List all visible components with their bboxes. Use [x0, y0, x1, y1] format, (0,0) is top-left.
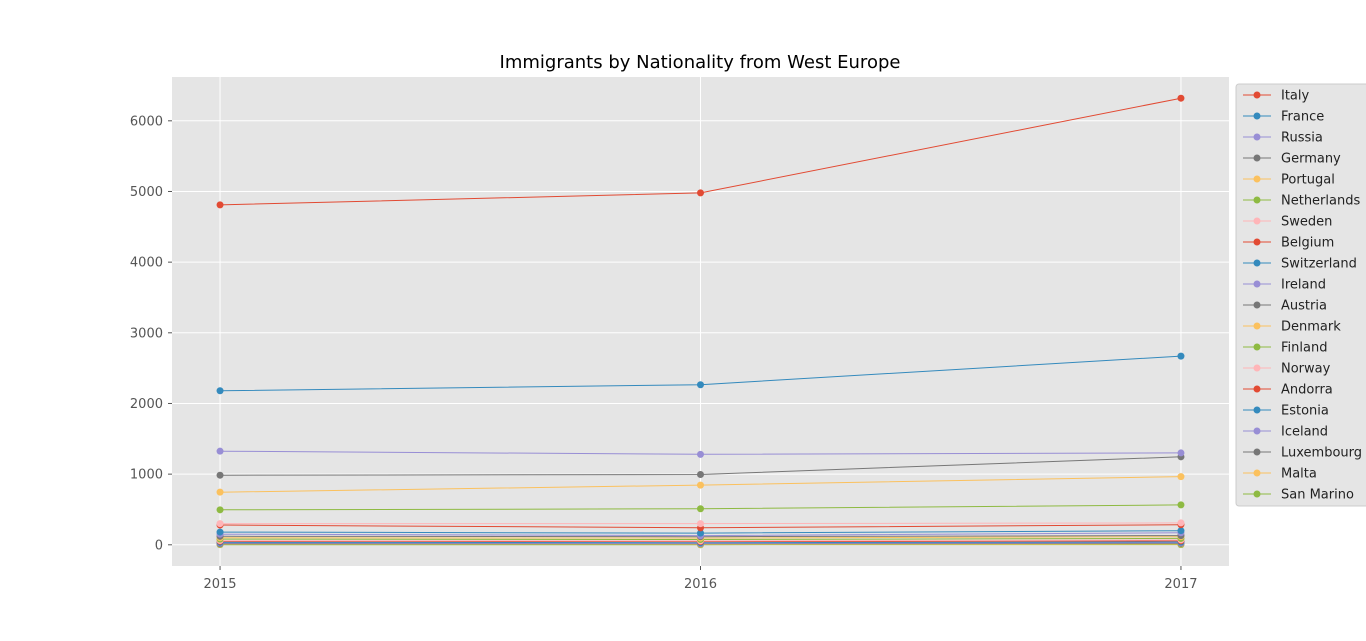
legend-marker: [1254, 218, 1261, 225]
data-point: [217, 201, 224, 208]
x-tick-label: 2017: [1164, 577, 1197, 592]
data-point: [697, 471, 704, 478]
data-point: [1177, 501, 1184, 508]
data-point: [697, 482, 704, 489]
legend: Italy France Russia Germany Portugal Netherla…: [1236, 84, 1366, 506]
data-point: [1177, 519, 1184, 526]
y-tick-label: 5000: [130, 185, 163, 200]
legend-marker: [1254, 113, 1261, 120]
legend-label: Andorra: [1281, 383, 1333, 398]
legend-marker: [1254, 365, 1261, 372]
legend-label: Ireland: [1281, 278, 1326, 293]
data-point: [1177, 95, 1184, 102]
data-point: [697, 381, 704, 388]
data-point: [217, 489, 224, 496]
legend-label: Luxembourg: [1281, 446, 1362, 461]
data-point: [1177, 527, 1184, 534]
legend-marker: [1254, 176, 1261, 183]
legend-label: Belgium: [1281, 236, 1334, 251]
legend-label: Switzerland: [1281, 257, 1357, 272]
legend-marker: [1254, 134, 1261, 141]
y-tick-label: 6000: [130, 114, 163, 129]
y-tick-label: 0: [155, 538, 163, 553]
legend-marker: [1254, 323, 1261, 330]
legend-label: Finland: [1281, 341, 1327, 356]
x-tick-label: 2016: [684, 577, 717, 592]
data-point: [217, 472, 224, 479]
legend-label: Austria: [1281, 299, 1327, 314]
data-point: [1177, 473, 1184, 480]
data-point: [697, 451, 704, 458]
legend-marker: [1254, 428, 1261, 435]
y-tick-label: 3000: [130, 326, 163, 341]
legend-marker: [1254, 470, 1261, 477]
legend-label: Sweden: [1281, 215, 1332, 230]
data-point: [217, 529, 224, 536]
legend-label: Iceland: [1281, 425, 1328, 440]
data-point: [217, 387, 224, 394]
legend-marker: [1254, 239, 1261, 246]
legend-marker: [1254, 197, 1261, 204]
legend-label: Portugal: [1281, 173, 1335, 188]
legend-label: San Marino: [1281, 488, 1354, 503]
legend-marker: [1254, 155, 1261, 162]
y-tick-label: 2000: [130, 397, 163, 412]
legend-marker: [1254, 386, 1261, 393]
legend-label: Italy: [1281, 89, 1310, 104]
legend-box: [1236, 84, 1366, 506]
legend-label: Estonia: [1281, 404, 1329, 419]
data-point: [217, 506, 224, 513]
legend-label: Norway: [1281, 362, 1331, 377]
legend-label: Denmark: [1281, 320, 1341, 335]
data-point: [697, 189, 704, 196]
data-point: [1177, 449, 1184, 456]
y-tick-label: 1000: [130, 468, 163, 483]
y-tick-label: 4000: [130, 256, 163, 271]
legend-label: Russia: [1281, 131, 1323, 146]
legend-label: Netherlands: [1281, 194, 1360, 209]
x-tick-label: 2015: [203, 577, 236, 592]
legend-marker: [1254, 344, 1261, 351]
legend-marker: [1254, 302, 1261, 309]
data-point: [1177, 353, 1184, 360]
legend-marker: [1254, 281, 1261, 288]
legend-label: Germany: [1281, 152, 1341, 167]
legend-label: France: [1281, 110, 1324, 125]
legend-marker: [1254, 260, 1261, 267]
legend-marker: [1254, 92, 1261, 99]
legend-marker: [1254, 449, 1261, 456]
chart-title: Immigrants by Nationality from West Euro…: [500, 52, 901, 73]
data-point: [217, 448, 224, 455]
data-point: [697, 520, 704, 527]
legend-marker: [1254, 491, 1261, 498]
data-point: [217, 520, 224, 527]
legend-marker: [1254, 407, 1261, 414]
data-point: [697, 505, 704, 512]
legend-label: Malta: [1281, 467, 1317, 482]
